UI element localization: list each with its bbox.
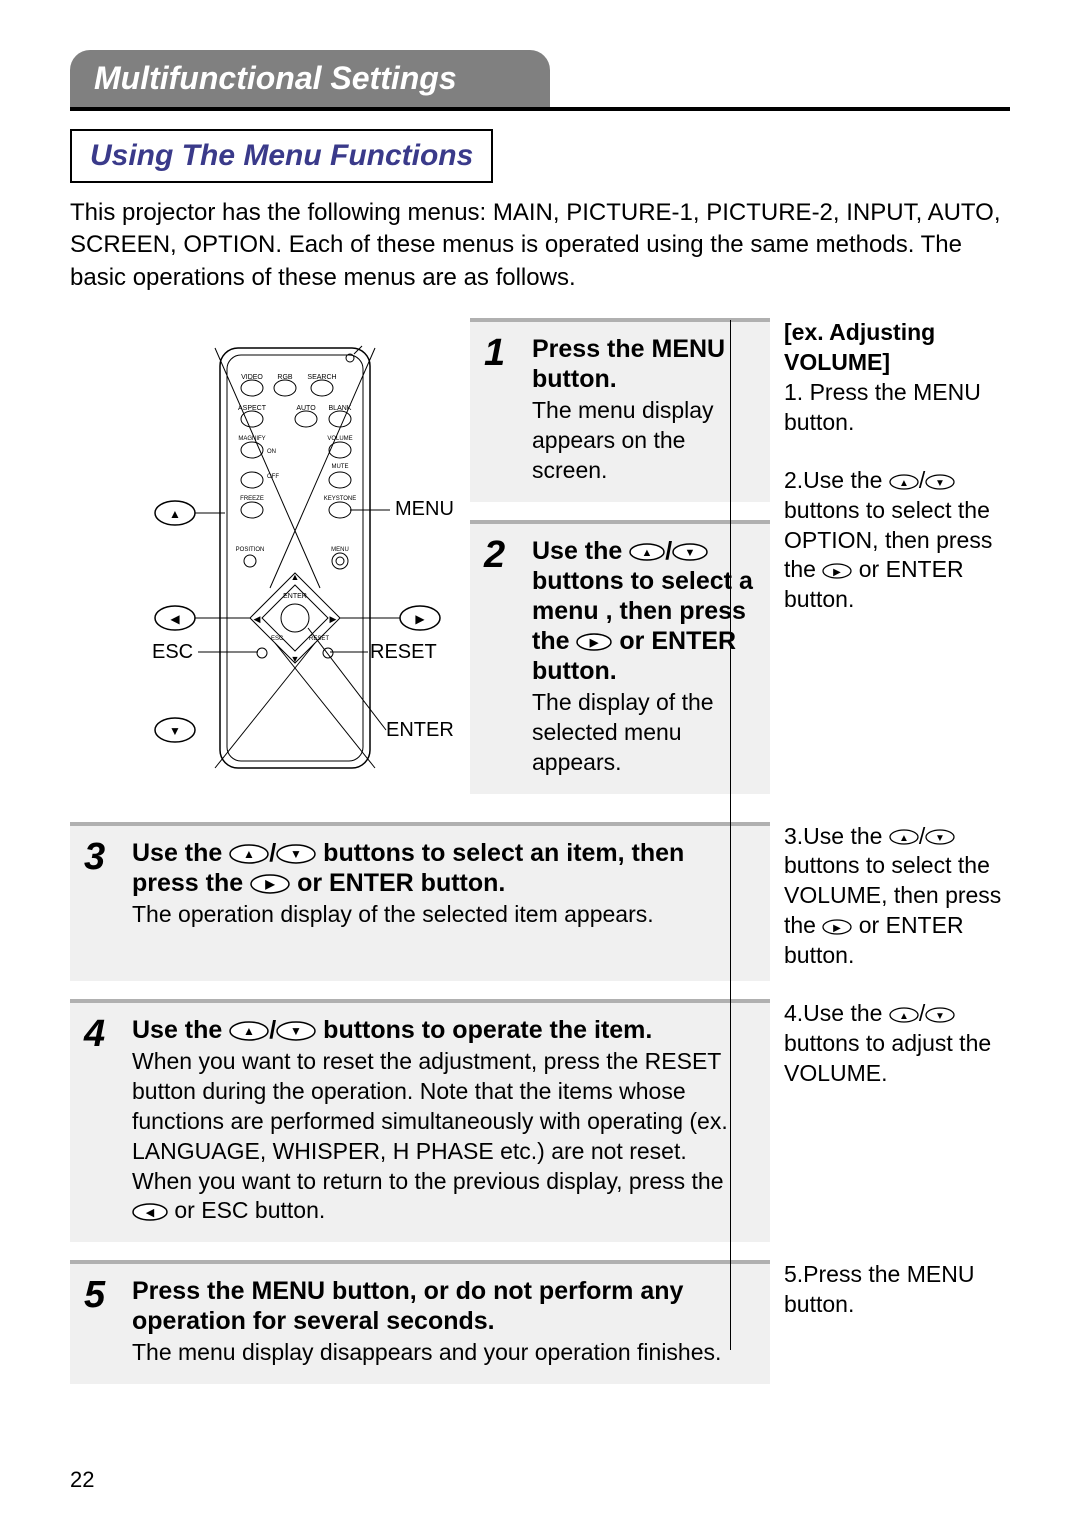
svg-text:◀: ◀ <box>254 614 261 624</box>
svg-text:▶: ▶ <box>264 877 275 891</box>
up-icon: ▲ <box>229 844 269 864</box>
svg-text:▶: ▶ <box>415 612 425 626</box>
svg-text:▲: ▲ <box>243 1024 255 1038</box>
step-text: The menu display disappears and your ope… <box>132 1338 756 1368</box>
svg-text:▶: ▶ <box>330 614 337 624</box>
header-underline <box>70 107 1010 111</box>
svg-text:FREEZE: FREEZE <box>240 496 264 502</box>
step-number: 1 <box>484 334 518 486</box>
svg-text:ENTER: ENTER <box>283 593 307 600</box>
svg-text:MENU: MENU <box>331 547 349 553</box>
example-step-2: 2.Use the ▲/▼ buttons to select the OPTI… <box>784 466 1010 615</box>
svg-text:▲: ▲ <box>899 1011 909 1022</box>
example-title: [ex. Adjusting VOLUME] <box>784 319 935 375</box>
svg-text:▼: ▼ <box>291 654 300 664</box>
remote-svg: VIDEO RGB SEARCH ASPECT AUTO BLANK MAGNI… <box>70 318 470 798</box>
vertical-separator <box>730 320 731 1350</box>
svg-text:ESC: ESC <box>152 641 193 663</box>
example-step-1: 1. Press the MENU button. <box>784 379 981 435</box>
step-title: Press the MENU button, or do not perform… <box>132 1276 756 1336</box>
svg-text:MAGNIFY: MAGNIFY <box>238 436 265 442</box>
step-3: 3 Use the ▲/▼ buttons to select an item,… <box>70 822 770 981</box>
step-5: 5 Press the MENU button, or do not perfo… <box>70 1260 770 1384</box>
svg-text:▼: ▼ <box>290 1024 302 1038</box>
step-number: 3 <box>84 838 118 965</box>
example-column-top: [ex. Adjusting VOLUME] 1. Press the MENU… <box>770 318 1010 811</box>
down-icon: ▼ <box>925 829 955 845</box>
step-text: The display of the selected menu appears… <box>532 688 756 778</box>
example-step-5: 5.Press the MENU button. <box>770 1260 1010 1402</box>
svg-text:RESET: RESET <box>309 636 329 642</box>
svg-text:▲: ▲ <box>899 478 909 489</box>
up-icon: ▲ <box>629 543 665 561</box>
step-number: 4 <box>84 1015 118 1226</box>
svg-text:▶: ▶ <box>834 923 842 934</box>
page-number: 22 <box>70 1467 94 1493</box>
header-banner: Multifunctional Settings <box>70 50 550 111</box>
svg-text:▼: ▼ <box>935 478 945 489</box>
up-icon: ▲ <box>889 829 919 845</box>
svg-text:▲: ▲ <box>291 572 300 582</box>
example-step-3: 3.Use the ▲/▼ buttons to select the VOLU… <box>770 822 1010 999</box>
page-title: Multifunctional Settings <box>94 60 526 97</box>
step-text: When you want to reset the adjustment, p… <box>132 1047 756 1226</box>
step-number: 5 <box>84 1276 118 1368</box>
svg-text:▼: ▼ <box>169 724 181 738</box>
up-icon: ▲ <box>889 474 919 490</box>
step-1: 1 Press the MENU button. The menu displa… <box>470 318 770 502</box>
svg-text:POSITION: POSITION <box>236 547 265 553</box>
svg-text:▶: ▶ <box>589 637 599 649</box>
svg-text:▲: ▲ <box>243 847 255 861</box>
svg-text:KEYSTONE: KEYSTONE <box>324 496 357 502</box>
svg-text:◀: ◀ <box>146 1207 155 1219</box>
subheader-box: Using The Menu Functions <box>70 129 493 183</box>
example-step-4: 4.Use the ▲/▼ buttons to adjust the VOLU… <box>770 999 1010 1260</box>
svg-text:VOLUME: VOLUME <box>327 436 352 442</box>
step-text: The operation display of the selected it… <box>132 900 756 930</box>
up-icon: ▲ <box>889 1007 919 1023</box>
step-text: The menu display appears on the screen. <box>532 396 756 486</box>
svg-text:▶: ▶ <box>834 567 842 578</box>
svg-text:RESET: RESET <box>370 641 437 663</box>
right-icon: ▶ <box>822 919 852 935</box>
svg-text:▲: ▲ <box>642 547 653 559</box>
svg-text:▲: ▲ <box>169 507 181 521</box>
down-icon: ▼ <box>276 844 316 864</box>
steps-1-2-column: 1 Press the MENU button. The menu displa… <box>470 318 770 811</box>
svg-text:▼: ▼ <box>685 547 696 559</box>
svg-text:▼: ▼ <box>935 833 945 844</box>
down-icon: ▼ <box>925 1007 955 1023</box>
svg-text:OFF: OFF <box>267 474 279 480</box>
left-icon: ◀ <box>132 1203 168 1221</box>
svg-text:ESC: ESC <box>271 636 284 642</box>
remote-diagram: VIDEO RGB SEARCH ASPECT AUTO BLANK MAGNI… <box>70 318 470 811</box>
down-icon: ▼ <box>925 474 955 490</box>
step-title: Use the ▲/▼ buttons to select an item, t… <box>132 838 756 898</box>
step-title: Use the ▲/▼ buttons to operate the item. <box>132 1015 756 1045</box>
svg-text:MUTE: MUTE <box>332 464 349 470</box>
svg-text:MENU: MENU <box>395 498 454 520</box>
up-icon: ▲ <box>229 1021 269 1041</box>
right-icon: ▶ <box>576 633 612 651</box>
right-icon: ▶ <box>250 874 290 894</box>
svg-text:▼: ▼ <box>290 847 302 861</box>
intro-paragraph: This projector has the following menus: … <box>70 197 1010 294</box>
subheader-title: Using The Menu Functions <box>90 139 473 173</box>
step-2: 2 Use the ▲/▼ buttons to select a menu ,… <box>470 520 770 794</box>
step-number: 2 <box>484 536 518 778</box>
step-4: 4 Use the ▲/▼ buttons to operate the ite… <box>70 999 770 1242</box>
step-title: Use the ▲/▼ buttons to select a menu , t… <box>532 536 756 686</box>
svg-text:▼: ▼ <box>935 1011 945 1022</box>
step-title: Press the MENU button. <box>532 334 756 394</box>
svg-text:◀: ◀ <box>170 612 180 626</box>
down-icon: ▼ <box>672 543 708 561</box>
svg-text:ENTER: ENTER <box>386 719 454 741</box>
svg-text:ON: ON <box>267 449 276 455</box>
right-icon: ▶ <box>822 563 852 579</box>
svg-text:▲: ▲ <box>899 833 909 844</box>
down-icon: ▼ <box>276 1021 316 1041</box>
